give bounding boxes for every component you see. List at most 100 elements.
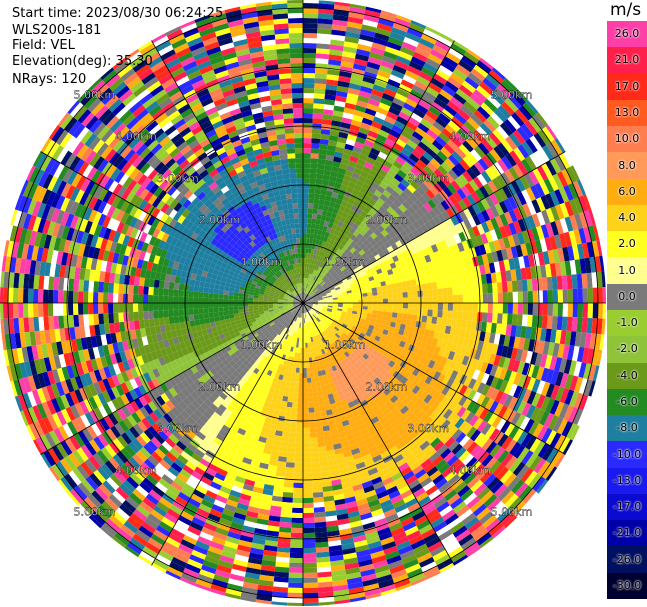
velocity-gate [406,357,415,366]
velocity-gate [303,317,306,323]
velocity-gate [303,207,308,214]
velocity-gate [407,291,413,298]
velocity-gate [527,215,536,229]
velocity-gate [366,61,381,70]
velocity-gate [376,240,384,248]
velocity-gate [324,368,330,375]
velocity-gate [352,375,359,383]
velocity-gate [347,310,353,314]
velocity-gate [384,46,400,56]
velocity-gate [420,214,429,224]
velocity-gate [377,225,385,233]
velocity-gate [357,383,365,392]
velocity-gate [503,472,517,487]
velocity-gate [505,324,512,336]
velocity-gate [232,436,242,445]
velocity-gate [352,308,358,312]
velocity-gate [170,462,183,473]
velocity-gate [384,364,392,373]
velocity-gate [303,597,319,604]
velocity-gate [276,551,290,558]
velocity-gate [476,85,491,99]
velocity-gate [327,180,336,188]
velocity-gate [432,225,442,235]
velocity-gate [288,567,303,573]
velocity-gate [133,469,146,482]
velocity-gate [563,231,572,247]
velocity-gate [346,26,362,34]
velocity-gate [243,452,254,460]
velocity-gate [258,415,266,422]
velocity-gate [335,452,345,460]
velocity-gate [147,537,163,550]
velocity-gate [438,132,451,144]
velocity-gate [330,212,337,219]
velocity-gate [313,103,324,110]
velocity-gate [396,345,404,353]
velocity-gate [400,466,412,477]
velocity-gate [191,357,200,366]
velocity-gate [394,17,411,28]
velocity-gate [522,303,529,315]
velocity-gate [521,158,533,173]
velocity-gate [398,512,412,523]
velocity-gate [371,121,383,130]
velocity-gate [329,554,344,562]
velocity-gate [328,540,342,547]
velocity-gate [373,377,381,385]
velocity-gate [388,36,404,47]
velocity-gate [324,159,334,167]
velocity-gate [194,466,206,477]
velocity-gate [403,388,412,397]
velocity-gate [425,536,441,548]
velocity-gate [155,462,168,474]
velocity-gate [298,387,303,394]
velocity-gate [296,322,299,328]
velocity-gate [489,164,501,178]
velocity-gate [391,190,400,199]
velocity-gate [359,356,367,364]
velocity-gate [336,141,346,149]
velocity-gate [353,167,362,176]
velocity-gate [346,433,355,441]
velocity-gate [231,485,243,494]
velocity-gate [386,316,392,322]
velocity-gate [429,470,442,481]
velocity-gate [312,300,318,302]
velocity-gate [309,291,313,296]
velocity-gate [331,292,337,296]
velocity-gate [313,288,318,293]
velocity-gate [254,528,267,536]
velocity-gate [368,263,375,269]
velocity-gate [328,268,334,274]
velocity-gate [332,391,339,399]
velocity-gate [290,346,294,352]
velocity-gate [549,432,562,448]
velocity-gate [293,305,299,308]
velocity-gate [521,362,530,376]
velocity-gate [274,334,280,340]
velocity-gate [259,325,266,331]
velocity-gate [326,185,335,192]
velocity-gate [365,284,372,290]
velocity-gate [77,503,91,518]
velocity-gate [382,420,392,429]
velocity-gate [275,340,281,347]
velocity-gate [102,522,118,537]
velocity-gate [332,258,338,265]
velocity-gate [421,66,436,78]
velocity-gate [447,334,455,344]
velocity-gate [321,179,329,186]
velocity-gate [180,487,193,498]
velocity-gate [424,375,433,385]
velocity-gate [346,21,363,30]
velocity-gate [387,78,401,89]
velocity-gate [422,114,436,125]
velocity-gate [392,64,407,75]
velocity-gate [317,18,333,25]
velocity-gate [275,556,290,563]
velocity-gate [179,423,190,434]
velocity-gate [333,105,345,113]
velocity-gate [357,95,370,104]
velocity-gate [205,467,217,477]
